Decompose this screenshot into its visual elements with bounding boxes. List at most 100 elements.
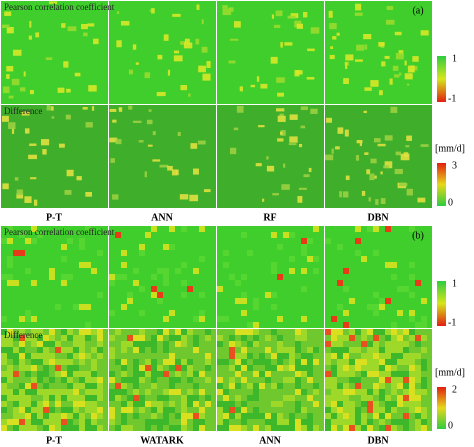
map-cell <box>259 359 265 365</box>
map-cell <box>1 316 7 322</box>
map-patch <box>404 60 407 66</box>
panel-label: (a) <box>412 5 423 16</box>
map-cell <box>337 419 343 425</box>
map-cell <box>223 262 229 268</box>
colorbar-tick: 1 <box>452 53 457 64</box>
map-cell <box>373 250 379 256</box>
map-cell <box>295 335 301 341</box>
map-cell <box>7 262 13 268</box>
map-patch <box>277 92 285 97</box>
map-cell <box>391 347 397 353</box>
map-cell <box>67 377 73 383</box>
map-cell <box>361 256 367 262</box>
map-cell <box>403 425 409 431</box>
map-cell <box>145 371 151 377</box>
map-cell <box>43 359 49 365</box>
map-cell <box>253 329 259 335</box>
map-cell <box>229 401 235 407</box>
map-cell <box>139 335 145 341</box>
map-cell <box>19 401 25 407</box>
map-patch <box>329 54 335 60</box>
map-patch <box>82 106 88 110</box>
map-cell <box>337 347 343 353</box>
map-patch <box>21 111 30 116</box>
map-cell <box>367 365 373 371</box>
colorbar <box>437 163 446 206</box>
map-cell <box>343 353 349 359</box>
map-cell <box>295 401 301 407</box>
map-cell <box>283 419 289 425</box>
map-patch <box>260 83 268 89</box>
colorbar-tick: -1 <box>448 93 456 104</box>
map-cell <box>115 389 121 395</box>
map-cell <box>85 383 91 389</box>
map-cell <box>79 377 85 383</box>
map-cell <box>73 353 79 359</box>
map-cell <box>223 419 229 425</box>
map-cell <box>109 280 115 286</box>
map-cell <box>85 329 91 335</box>
map-cell <box>325 353 331 359</box>
map-cell <box>349 359 355 365</box>
map-cell <box>241 335 247 341</box>
map-patch <box>6 65 14 72</box>
map-cell <box>121 407 127 413</box>
map-cell <box>151 383 157 389</box>
map-cell <box>253 395 259 401</box>
map-cell <box>121 341 127 347</box>
map-cell <box>85 335 91 341</box>
map-cell <box>181 395 187 401</box>
map-cell <box>121 419 127 425</box>
map-patch <box>310 108 318 114</box>
map-cell <box>301 419 307 425</box>
column-label: ANN <box>151 212 173 223</box>
map-patch <box>132 120 142 124</box>
map-cell <box>1 371 7 377</box>
map-cell <box>31 425 37 431</box>
map-cell <box>43 365 49 371</box>
map-cell <box>139 310 145 316</box>
map-cell <box>43 419 49 425</box>
map-cell <box>43 383 49 389</box>
map-cell <box>133 365 139 371</box>
map-patch <box>368 197 371 202</box>
map-cell <box>295 347 301 353</box>
map-cell <box>325 359 331 365</box>
map-cell <box>199 413 205 419</box>
map-patch <box>420 144 429 147</box>
map-cell <box>97 383 103 389</box>
map-cell <box>391 329 397 335</box>
map-cell <box>391 389 397 395</box>
map-cell <box>139 401 145 407</box>
map-patch <box>157 54 163 60</box>
map-cell <box>217 407 223 413</box>
map-cell <box>367 371 373 377</box>
map-patch <box>399 183 408 187</box>
map-cell <box>265 413 271 419</box>
map-patch <box>379 90 383 96</box>
map-cell <box>1 425 7 431</box>
map-cell <box>289 347 295 353</box>
map-cell <box>373 383 379 389</box>
map-cell <box>391 383 397 389</box>
map-cell <box>91 425 97 431</box>
map-cell <box>391 365 397 371</box>
map-cell <box>403 371 409 377</box>
map-patch <box>45 57 53 61</box>
map-cell <box>385 347 391 353</box>
map-cell <box>199 316 205 322</box>
map-cell <box>205 359 211 365</box>
map-cell <box>151 371 157 377</box>
map-cell <box>19 413 25 419</box>
map-cell <box>247 341 253 347</box>
map-cell <box>403 413 409 419</box>
map-cell <box>79 341 85 347</box>
map-cell <box>241 359 247 365</box>
map-cell <box>337 389 343 395</box>
map-cell <box>163 419 169 425</box>
map-cell <box>355 226 361 232</box>
map-cell <box>13 371 19 377</box>
map-cell <box>55 413 61 419</box>
map-cell <box>421 322 427 328</box>
map-patch <box>233 21 241 28</box>
